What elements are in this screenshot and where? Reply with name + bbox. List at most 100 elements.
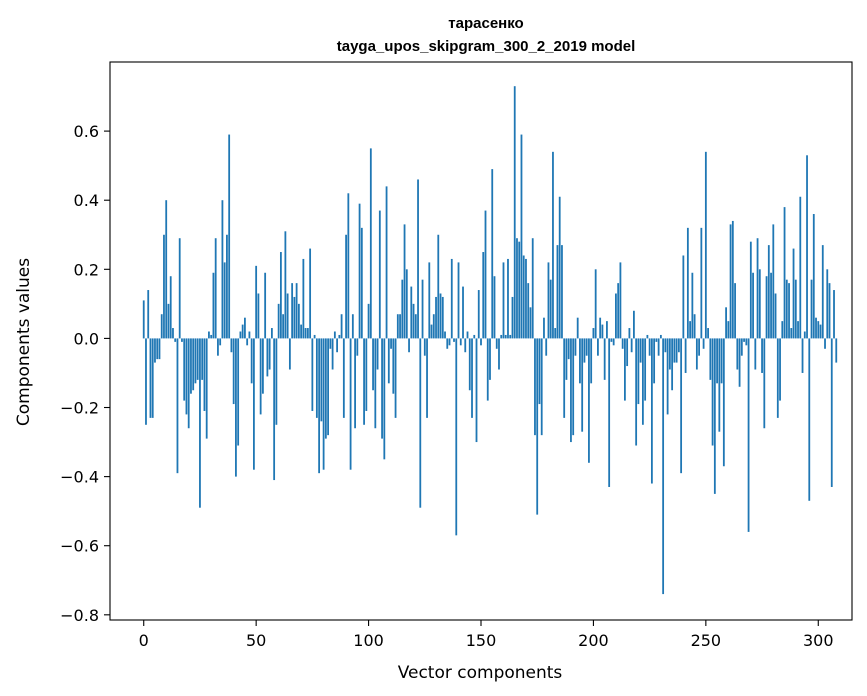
bar-174 bbox=[534, 338, 536, 436]
bar-14 bbox=[174, 338, 177, 342]
bar-30 bbox=[210, 334, 213, 339]
bar-133 bbox=[441, 296, 444, 339]
bar-238 bbox=[677, 338, 680, 353]
bar-171 bbox=[527, 283, 530, 339]
bar-96 bbox=[358, 203, 361, 339]
bar-186 bbox=[561, 245, 563, 339]
bar-26 bbox=[201, 338, 204, 380]
bar-161 bbox=[504, 334, 507, 339]
y-tick-label: −0.2 bbox=[60, 399, 99, 418]
bar-9 bbox=[163, 234, 165, 339]
bar-305 bbox=[828, 283, 831, 339]
bar-69 bbox=[297, 303, 300, 339]
bar-236 bbox=[673, 338, 676, 363]
bar-306 bbox=[830, 338, 833, 487]
bar-251 bbox=[707, 328, 709, 339]
bar-72 bbox=[304, 328, 307, 339]
bar-303 bbox=[824, 338, 826, 349]
bar-141 bbox=[459, 338, 462, 346]
bar-51 bbox=[257, 293, 260, 339]
x-tick-label: 50 bbox=[246, 631, 266, 650]
bar-224 bbox=[646, 334, 649, 339]
bar-90 bbox=[345, 234, 347, 339]
bar-35 bbox=[221, 200, 224, 339]
bar-0 bbox=[142, 300, 145, 339]
bar-178 bbox=[543, 317, 545, 339]
bar-297 bbox=[810, 279, 813, 339]
bar-128 bbox=[430, 324, 433, 339]
bar-267 bbox=[743, 338, 745, 342]
bar-277 bbox=[765, 276, 768, 339]
bar-82 bbox=[327, 338, 329, 436]
bar-13 bbox=[172, 328, 174, 339]
bar-210 bbox=[615, 293, 617, 339]
bar-154 bbox=[489, 338, 491, 380]
bar-125 bbox=[423, 338, 426, 356]
bar-185 bbox=[558, 196, 561, 339]
bar-227 bbox=[653, 338, 656, 384]
bar-169 bbox=[522, 255, 525, 339]
bar-166 bbox=[516, 238, 518, 339]
bar-61 bbox=[279, 252, 282, 339]
bar-142 bbox=[462, 286, 464, 339]
x-axis-label: Vector components bbox=[398, 663, 563, 683]
bar-217 bbox=[630, 338, 633, 353]
bar-118 bbox=[408, 338, 410, 353]
bar-195 bbox=[581, 338, 584, 432]
bar-144 bbox=[466, 331, 469, 339]
bar-108 bbox=[385, 186, 388, 339]
bar-201 bbox=[594, 269, 597, 339]
bar-10 bbox=[165, 200, 168, 339]
bar-257 bbox=[720, 338, 723, 384]
bar-155 bbox=[491, 169, 494, 339]
bar-120 bbox=[412, 303, 415, 339]
bar-115 bbox=[401, 279, 404, 339]
bar-135 bbox=[446, 338, 449, 349]
bar-84 bbox=[331, 338, 334, 370]
chart-title: тарасенко bbox=[448, 15, 523, 32]
bar-211 bbox=[617, 283, 620, 339]
bar-7 bbox=[158, 338, 161, 360]
bar-83 bbox=[329, 338, 332, 349]
bar-218 bbox=[633, 310, 635, 339]
bar-32 bbox=[214, 238, 217, 339]
bar-160 bbox=[502, 262, 505, 339]
bar-168 bbox=[520, 134, 523, 339]
bar-24 bbox=[196, 338, 199, 380]
y-tick-label: −0.8 bbox=[60, 606, 99, 625]
bar-157 bbox=[495, 338, 498, 349]
bar-122 bbox=[417, 179, 419, 339]
bar-242 bbox=[686, 227, 689, 339]
bar-266 bbox=[740, 338, 743, 356]
bar-197 bbox=[585, 338, 588, 356]
bar-244 bbox=[691, 272, 694, 339]
bar-31 bbox=[212, 272, 215, 339]
bar-213 bbox=[621, 338, 624, 349]
bar-285 bbox=[783, 207, 786, 339]
bar-165 bbox=[513, 86, 516, 339]
bar-8 bbox=[160, 314, 163, 339]
bar-23 bbox=[194, 338, 197, 384]
bar-198 bbox=[588, 338, 590, 463]
bar-62 bbox=[282, 314, 285, 339]
bar-301 bbox=[819, 324, 822, 339]
bar-170 bbox=[525, 258, 527, 339]
bar-302 bbox=[821, 245, 824, 339]
bar-140 bbox=[457, 262, 460, 339]
bar-46 bbox=[246, 338, 249, 346]
bar-262 bbox=[731, 220, 734, 339]
bar-223 bbox=[644, 338, 647, 401]
bar-281 bbox=[774, 293, 777, 339]
bar-229 bbox=[657, 338, 660, 356]
bar-246 bbox=[695, 338, 698, 370]
bar-107 bbox=[383, 338, 386, 460]
bar-124 bbox=[421, 279, 424, 339]
bar-182 bbox=[552, 151, 554, 339]
bar-119 bbox=[410, 286, 413, 339]
bar-75 bbox=[311, 338, 314, 411]
bar-175 bbox=[536, 338, 539, 515]
bar-299 bbox=[815, 317, 817, 339]
bar-27 bbox=[203, 338, 206, 411]
y-tick-label: 0.4 bbox=[74, 191, 99, 210]
